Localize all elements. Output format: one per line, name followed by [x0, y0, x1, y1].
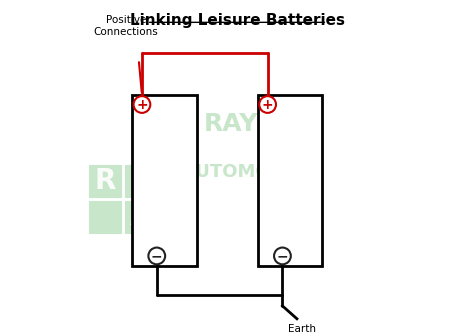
Text: AUTOMOTIVE: AUTOMOTIVE: [183, 163, 317, 181]
Text: +: +: [262, 97, 273, 112]
Text: RAYNE: RAYNE: [204, 112, 296, 136]
Text: Earth: Earth: [288, 324, 316, 334]
Bar: [258, 95, 322, 266]
Text: A: A: [130, 203, 152, 231]
Text: R: R: [94, 167, 116, 195]
Circle shape: [148, 248, 165, 264]
Bar: [125, 165, 157, 197]
Bar: [132, 95, 197, 266]
Circle shape: [259, 96, 276, 113]
Text: +: +: [136, 97, 148, 112]
Text: −: −: [277, 249, 288, 263]
Bar: [125, 201, 157, 233]
Text: Linking Leisure Batteries: Linking Leisure Batteries: [129, 13, 345, 28]
Bar: [89, 165, 121, 197]
Circle shape: [274, 248, 291, 264]
Circle shape: [134, 96, 150, 113]
Bar: [89, 201, 121, 233]
Text: −: −: [151, 249, 163, 263]
Text: Positive
Connections: Positive Connections: [93, 15, 158, 37]
